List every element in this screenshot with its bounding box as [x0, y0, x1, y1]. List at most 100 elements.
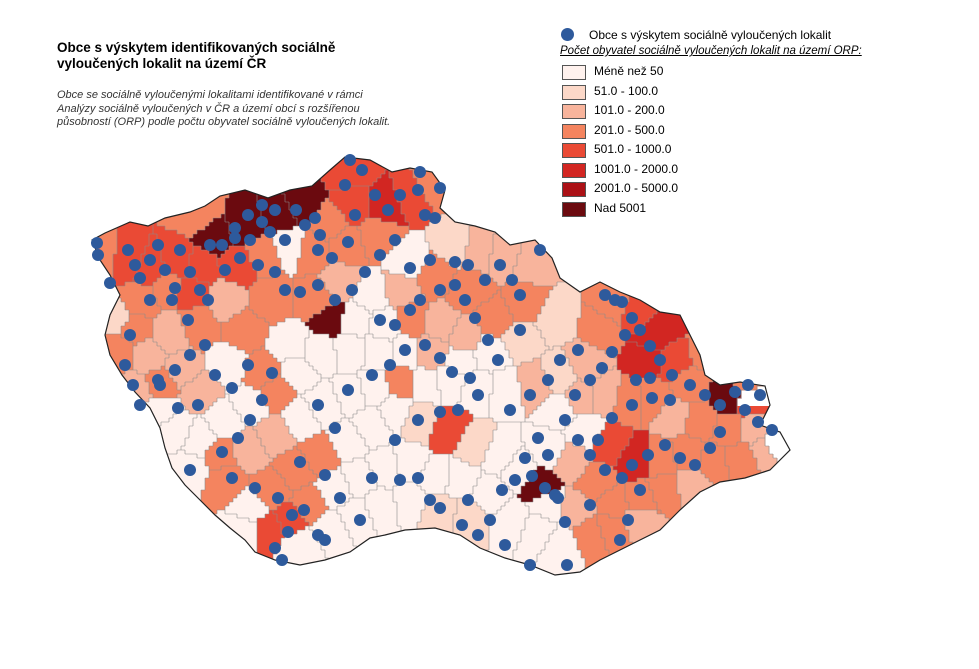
orp-district-fill: [177, 310, 214, 315]
orp-district-fill: [473, 218, 498, 223]
orp-district-fill: [609, 514, 626, 519]
orp-district-fill: [185, 330, 222, 335]
orp-district-fill: [161, 310, 178, 315]
legend-class-row: 201.0 - 500.0: [560, 122, 940, 142]
orp-district-fill: [449, 286, 502, 291]
orp-district-fill: [429, 250, 434, 255]
orp-district-fill: [681, 398, 706, 403]
orp-district-fill: [705, 282, 790, 287]
orp-district-fill: [517, 262, 582, 267]
orp-district-fill: [649, 234, 730, 239]
orp-district-fill: [689, 414, 718, 419]
orp-district-fill: [449, 462, 470, 467]
orp-district-fill: [341, 322, 370, 327]
orp-district-fill: [689, 434, 714, 439]
orp-district-fill: [92, 562, 150, 567]
orp-district-fill: [557, 282, 578, 287]
orp-district-fill: [92, 186, 126, 191]
locality-point: [619, 329, 631, 341]
locality-point: [199, 339, 211, 351]
orp-district-fill: [593, 446, 626, 451]
orp-district-fill: [501, 190, 538, 195]
orp-district-fill: [689, 406, 714, 411]
orp-district-fill: [377, 530, 402, 535]
locality-point: [524, 559, 536, 571]
locality-point: [754, 389, 766, 401]
locality-point: [419, 339, 431, 351]
orp-district-fill: [629, 506, 658, 511]
locality-point: [104, 277, 116, 289]
orp-district-fill: [769, 494, 790, 499]
orp-district-fill: [92, 510, 198, 515]
orp-district-fill: [325, 306, 346, 311]
orp-district-fill: [345, 226, 358, 231]
orp-district-fill: [653, 418, 686, 423]
orp-district-fill: [513, 322, 534, 327]
locality-point: [689, 459, 701, 471]
orp-district-fill: [145, 314, 158, 319]
orp-district-fill: [449, 582, 486, 587]
orp-district-fill: [305, 274, 318, 279]
orp-district-fill: [421, 474, 450, 479]
orp-district-fill: [393, 150, 402, 155]
orp-district-fill: [393, 430, 402, 435]
orp-district-fill: [413, 394, 442, 399]
orp-district-fill: [401, 238, 426, 243]
orp-district-fill: [201, 350, 206, 355]
orp-district-fill: [265, 398, 294, 403]
orp-district-fill: [245, 350, 254, 355]
orp-district-fill: [209, 470, 246, 475]
orp-district-fill: [401, 434, 430, 439]
orp-district-fill: [605, 546, 634, 551]
orp-district-fill: [645, 254, 718, 259]
orp-district-fill: [685, 422, 718, 427]
orp-district-fill: [253, 178, 274, 183]
orp-district-fill: [405, 562, 450, 567]
orp-district-fill: [365, 334, 374, 339]
orp-district-fill: [129, 314, 146, 319]
orp-district-fill: [597, 310, 626, 315]
orp-district-fill: [565, 442, 574, 447]
orp-district-fill: [225, 394, 230, 399]
orp-district-fill: [413, 382, 438, 387]
orp-district-fill: [313, 214, 346, 219]
orp-district-fill: [709, 570, 770, 575]
orp-district-fill: [225, 278, 258, 283]
locality-point: [509, 474, 521, 486]
orp-district-fill: [701, 438, 710, 443]
orp-district-fill: [537, 554, 582, 559]
orp-district-fill: [365, 402, 382, 407]
orp-district-fill: [465, 258, 490, 263]
locality-point: [366, 472, 378, 484]
locality-point: [482, 334, 494, 346]
orp-district-fill: [261, 442, 298, 447]
orp-district-fill: [425, 314, 462, 319]
orp-district-fill: [413, 538, 454, 543]
orp-district-fill: [497, 222, 530, 227]
orp-district-fill: [245, 242, 274, 247]
orp-district-fill: [253, 266, 282, 271]
orp-district-fill: [353, 298, 390, 303]
orp-district-fill: [293, 434, 314, 439]
orp-district-fill: [417, 342, 450, 347]
orp-district-fill: [397, 394, 414, 399]
orp-district-fill: [629, 290, 682, 295]
orp-district-fill: [573, 370, 606, 375]
orp-district-fill: [449, 566, 486, 571]
orp-district-fill: [337, 466, 342, 471]
orp-district-fill: [525, 234, 598, 239]
orp-district-fill: [509, 310, 542, 315]
orp-district-fill: [637, 478, 646, 483]
locality-point: [389, 319, 401, 331]
orp-district-fill: [577, 270, 638, 275]
orp-district-fill: [169, 418, 194, 423]
orp-district-fill: [109, 462, 146, 467]
orp-district-fill: [749, 530, 786, 535]
orp-district-fill: [493, 378, 518, 383]
orp-district-fill: [505, 366, 518, 371]
orp-district-fill: [305, 230, 314, 235]
orp-district-fill: [613, 486, 626, 491]
orp-district-fill: [521, 422, 534, 427]
orp-district-fill: [645, 322, 690, 327]
orp-district-fill: [325, 266, 366, 271]
